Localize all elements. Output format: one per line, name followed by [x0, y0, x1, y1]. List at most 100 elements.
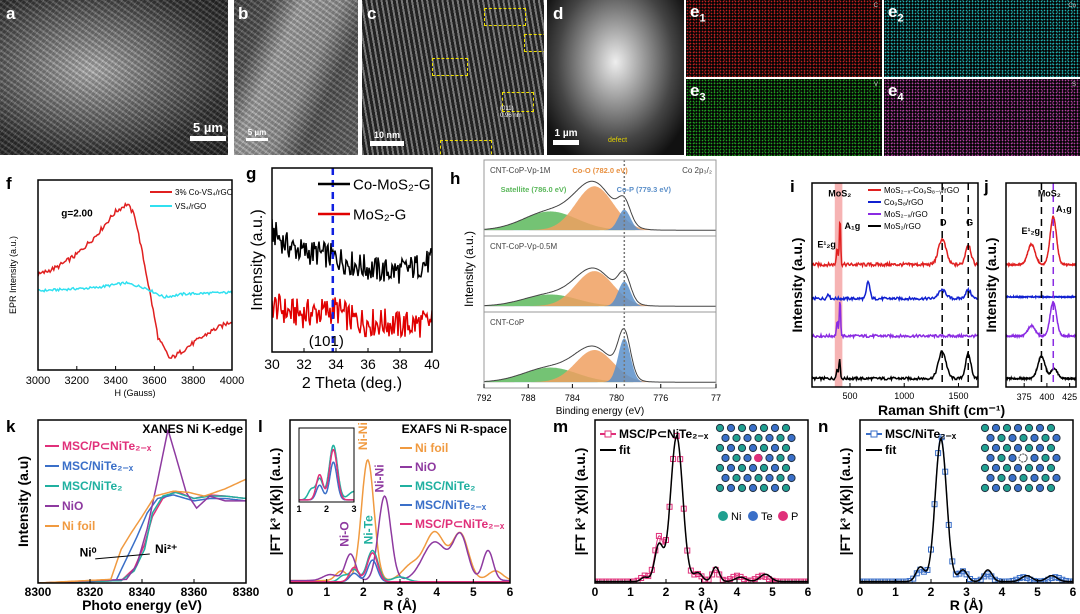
peak-label: G	[966, 218, 973, 228]
lattice-label: (011) 0.96 nm	[500, 106, 522, 119]
x-tick-label: 30	[264, 356, 280, 372]
legend-label: MoS₂₋ₓ-Co₉S₈₋ᵧ/rGO	[884, 186, 959, 195]
panel-letter-g: g	[246, 164, 256, 183]
defect-box	[502, 92, 534, 112]
peak-label: Co-P (779.3 eV)	[617, 185, 672, 194]
series-line	[484, 328, 716, 383]
peak-fill	[484, 294, 716, 307]
tem-image-d	[547, 0, 684, 155]
peak-label: Ni²⁺	[155, 542, 177, 556]
peak-label: A₁g	[1056, 204, 1072, 214]
annotation: g=2.00	[61, 208, 93, 219]
peak-label: E¹₂g	[817, 240, 836, 250]
legend-label: MSC/P⊂NiTe₂₋ₓ	[62, 439, 152, 453]
x-tick-label: 8380	[233, 585, 260, 599]
series-line	[272, 293, 432, 339]
x-tick-label: 1500	[948, 391, 968, 401]
x-tick-label: 6	[1070, 585, 1077, 599]
x-tick-label: 792	[476, 393, 491, 403]
peak-label: Ni-Te	[362, 515, 376, 544]
peak-fill	[484, 211, 716, 231]
scale-text: 5 µm	[193, 120, 223, 135]
eds-map-s: e4 S	[884, 79, 1080, 156]
x-tick-label: 1	[627, 585, 634, 599]
y-axis-label: |FT k³ χ(k)| (a.u.)	[572, 448, 588, 556]
panel-letter-f: f	[6, 174, 12, 193]
chart-k: k 8300 8320 8340 8360 8380 Photo energy (eV) In…	[6, 417, 260, 613]
x-tick-label: 3	[397, 585, 404, 599]
panel-letter-e4: e4	[888, 81, 904, 104]
y-axis-label: Intensity (a.u.)	[789, 238, 805, 333]
x-tick-label: 784	[565, 393, 580, 403]
panel-letter-l: l	[258, 417, 263, 436]
panel-title: CNT-CoP-Vp-1M	[490, 166, 551, 175]
series-line	[38, 202, 232, 360]
series-line	[595, 434, 808, 583]
x-tick-label: 34	[328, 356, 344, 372]
peak-fill	[484, 367, 716, 383]
x-tick-label: 8340	[129, 585, 156, 599]
x-tick-label: 500	[842, 391, 857, 401]
plot-frame	[811, 182, 979, 388]
inset-series-line	[299, 448, 354, 501]
legend-label: MoS₂-G	[353, 206, 406, 223]
x-tick-label: 425	[1062, 392, 1077, 402]
x-tick-label: 8360	[181, 585, 208, 599]
panel-title: EXAFS Ni R-space	[402, 422, 508, 436]
series-line	[860, 435, 1073, 582]
panel-letter-k: k	[6, 417, 16, 436]
data-point	[991, 576, 998, 583]
eds-map-v: e3 V	[686, 79, 882, 156]
panel-letter-m: m	[553, 417, 568, 436]
plot-frame	[483, 311, 717, 389]
scale-bar-b: 5 µm	[246, 128, 268, 141]
peak-label: D	[940, 218, 947, 228]
panel-letter-e2: e2	[888, 2, 904, 25]
structure-legend-label: Te	[761, 511, 773, 523]
x-tick-label: 3	[698, 585, 705, 599]
x-tick-label: 3400	[103, 375, 127, 387]
series-line	[484, 180, 716, 231]
legend-label: VS₄/rGO	[175, 202, 206, 211]
data-point	[910, 575, 917, 582]
chart-l: l 0 1 2 3 4 5 6 R (Å) |FT k³ χ(k)| (a.u.) EXAFS Ni…	[258, 417, 514, 613]
x-axis-label: R (Å)	[685, 597, 718, 613]
x-tick-label: 3200	[65, 375, 89, 387]
inset-tick-label: 1	[296, 504, 301, 514]
chart-n: n 0 1 2 3 4 5 6 R (Å) |FT k³ χ(k)| (a.u.) MSC/NiTe…	[818, 417, 1077, 613]
x-tick-label: 4	[734, 585, 741, 599]
chart-h1: h CNT-CoP-Vp-1M Co 2p₃/₂ Satellite (786.0 e…	[450, 159, 717, 237]
x-tick-label: 2	[928, 585, 935, 599]
chart-g: g 30 32 34 36 38 40 2 Theta (deg.) Intensity (a.…	[246, 164, 440, 392]
series-line	[290, 495, 510, 582]
highlight-band	[834, 183, 843, 387]
legend-label: fit	[885, 443, 896, 457]
x-tick-label: 3	[963, 585, 970, 599]
x-axis-label: R (Å)	[950, 597, 983, 613]
series-line	[812, 279, 978, 303]
legend-label: NiO	[62, 499, 83, 513]
data-point	[659, 538, 666, 545]
peak-fill	[484, 271, 716, 307]
crystal-structure-icon	[980, 423, 1061, 493]
scale-text: 1 µm	[554, 128, 578, 139]
data-point	[691, 571, 698, 578]
chart-h2: CNT-CoP-Vp-0.5M	[483, 235, 717, 313]
panel-letter-b: b	[238, 4, 249, 23]
series-line	[272, 219, 432, 284]
x-tick-label: 4	[999, 585, 1006, 599]
panel-title: XANES Ni K-edge	[142, 422, 243, 436]
x-axis-label: 2 Theta (deg.)	[302, 375, 402, 392]
panel-letter-e1: e1	[690, 2, 706, 25]
x-tick-label: 776	[653, 393, 668, 403]
data-point	[673, 433, 680, 440]
defect-box	[524, 34, 544, 52]
atom-swatch	[718, 511, 728, 521]
data-point	[698, 573, 705, 580]
peak-label: MoS₂	[828, 189, 851, 199]
chart-m: m 0 1 2 3 4 5 6 R (Å) |FT k³ χ(k)| (a.u.) MSC/P⊂Ni…	[553, 417, 812, 613]
panel-letter-e3: e3	[690, 81, 706, 104]
y-axis-label: EPR Intensity (a.u.)	[8, 236, 18, 314]
x-tick-label: 36	[360, 356, 376, 372]
defect-box	[484, 8, 526, 26]
